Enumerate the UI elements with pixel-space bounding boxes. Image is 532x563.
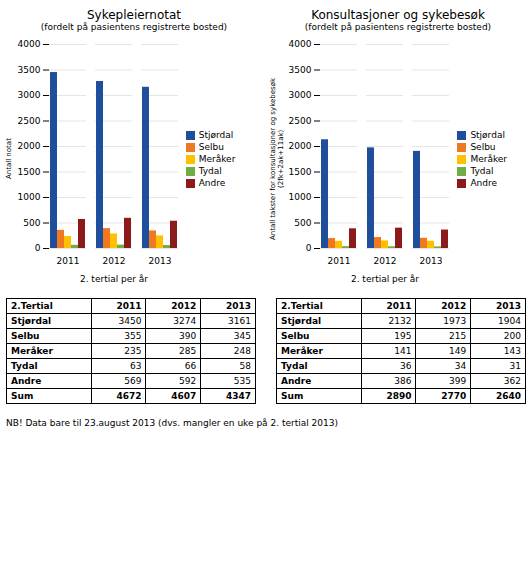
html-text:Meråker: Meråker <box>11 346 53 356</box>
svg-text:0: 0 <box>306 243 312 253</box>
html-text:1904: 1904 <box>498 316 521 326</box>
html-text:Selbu: Selbu <box>281 331 310 341</box>
html-text:Andre: Andre <box>198 178 226 188</box>
html-text:355: 355 <box>124 331 142 341</box>
html-text:Konsultasjoner og sykebesøk: Konsultasjoner og sykebesøk <box>311 8 485 22</box>
html-text:2012: 2012 <box>171 301 197 311</box>
svg-text:3000: 3000 <box>17 90 40 100</box>
svg-text:2. tertial per år: 2. tertial per år <box>351 274 419 284</box>
html-text:34: 34 <box>454 361 467 371</box>
svg-text:2000: 2000 <box>289 141 312 151</box>
html-text:362: 362 <box>503 376 521 386</box>
html-text:2012: 2012 <box>441 301 467 311</box>
svg-text:1500: 1500 <box>17 167 40 177</box>
svg-text:500: 500 <box>23 218 40 228</box>
svg-text:2500: 2500 <box>289 116 312 126</box>
html-text:Selbu: Selbu <box>198 142 224 152</box>
html-text:2890: 2890 <box>386 391 412 401</box>
svg-text:2012: 2012 <box>102 256 125 266</box>
html-text:Selbu: Selbu <box>470 142 496 152</box>
svg-text:3500: 3500 <box>289 65 312 75</box>
html-text:Antall takster for konsultasjo: Antall takster for konsultasjoner og syk… <box>269 78 285 240</box>
svg-text:1000: 1000 <box>289 192 312 202</box>
svg-text:500: 500 <box>295 218 312 228</box>
svg-text:1500: 1500 <box>289 167 312 177</box>
html-text:4347: 4347 <box>225 391 251 401</box>
html-text:592: 592 <box>179 376 197 386</box>
html-text:535: 535 <box>233 376 251 386</box>
html-text:Stjørdal: Stjørdal <box>11 316 52 326</box>
html-text:390: 390 <box>179 331 197 341</box>
html-text:Meråker: Meråker <box>281 346 323 356</box>
svg-text:4000: 4000 <box>289 39 312 49</box>
svg-text:2. tertial per år: 2. tertial per år <box>80 274 148 284</box>
svg-text:2011: 2011 <box>328 256 351 266</box>
html-text:Sykepleiernotat: Sykepleiernotat <box>86 8 181 22</box>
html-text:399: 399 <box>449 376 467 386</box>
html-text:2770: 2770 <box>441 391 467 401</box>
html-text:Tydal: Tydal <box>281 361 308 371</box>
html-text:Tydal: Tydal <box>11 361 38 371</box>
html-text:Stjørdal: Stjørdal <box>198 130 234 140</box>
html-text:2.Tertial: 2.Tertial <box>281 301 323 311</box>
html-text:4672: 4672 <box>116 391 142 401</box>
svg-text:0: 0 <box>34 243 40 253</box>
svg-text:2000: 2000 <box>17 141 40 151</box>
html-text:(fordelt på pasientens registr: (fordelt på pasientens registrerte boste… <box>40 22 228 32</box>
html-text:36: 36 <box>400 361 412 371</box>
html-text:3274: 3274 <box>173 316 197 326</box>
svg-text:2013: 2013 <box>148 256 171 266</box>
html-text:2132: 2132 <box>388 316 412 326</box>
html-text:386: 386 <box>394 376 412 386</box>
html-text:31: 31 <box>509 361 521 371</box>
html-text:2013: 2013 <box>495 301 521 311</box>
svg-text:4000: 4000 <box>17 39 40 49</box>
html-text:1973: 1973 <box>443 316 467 326</box>
html-text:3450: 3450 <box>118 316 142 326</box>
html-text:Andre: Andre <box>281 376 312 386</box>
html-text:2011: 2011 <box>116 301 142 311</box>
svg-text:3000: 3000 <box>289 90 312 100</box>
html-text:Stjørdal: Stjørdal <box>470 130 505 140</box>
html-text:345: 345 <box>233 331 251 341</box>
html-text:200: 200 <box>503 331 521 341</box>
html-text:143: 143 <box>503 346 521 356</box>
html-text:Tydal: Tydal <box>470 166 494 176</box>
html-text:Antall notat: Antall notat <box>5 138 13 180</box>
html-text:Meråker: Meråker <box>198 154 236 164</box>
html-text:248: 248 <box>233 346 251 356</box>
html-text:149: 149 <box>449 346 467 356</box>
html-text:2013: 2013 <box>225 301 251 311</box>
html-text:Meråker: Meråker <box>470 154 507 164</box>
html-text:63: 63 <box>130 361 142 371</box>
svg-text:2500: 2500 <box>17 116 40 126</box>
html-text:4607: 4607 <box>171 391 197 401</box>
html-text:Selbu: Selbu <box>11 331 40 341</box>
html-text:3161: 3161 <box>228 316 251 326</box>
html-text:NB! Data bare til 23.august 20: NB! Data bare til 23.august 2013 (dvs. m… <box>6 418 338 428</box>
svg-text:2013: 2013 <box>420 256 443 266</box>
html-text:195: 195 <box>394 331 412 341</box>
html-text:66: 66 <box>184 361 197 371</box>
html-text:235: 235 <box>124 346 142 356</box>
html-text:Stjørdal: Stjørdal <box>281 316 322 326</box>
svg-text:2011: 2011 <box>56 256 79 266</box>
html-text:285: 285 <box>179 346 197 356</box>
html-text:58: 58 <box>239 361 251 371</box>
html-text:Sum: Sum <box>281 391 304 401</box>
html-text:Sum: Sum <box>11 391 34 401</box>
html-text:2.Tertial: 2.Tertial <box>11 301 53 311</box>
svg-text:2012: 2012 <box>374 256 397 266</box>
svg-text:1000: 1000 <box>17 192 40 202</box>
html-text:141: 141 <box>394 346 412 356</box>
html-text:Andre: Andre <box>11 376 42 386</box>
html-text:Tydal: Tydal <box>198 166 222 176</box>
svg-text:3500: 3500 <box>17 65 40 75</box>
html-text:Andre: Andre <box>470 178 497 188</box>
html-text:2640: 2640 <box>495 391 521 401</box>
html-text:215: 215 <box>449 331 467 341</box>
html-text:2011: 2011 <box>386 301 412 311</box>
html-text:(fordelt på pasientens registr: (fordelt på pasientens registrerte boste… <box>304 22 492 32</box>
html-text:569: 569 <box>124 376 142 386</box>
